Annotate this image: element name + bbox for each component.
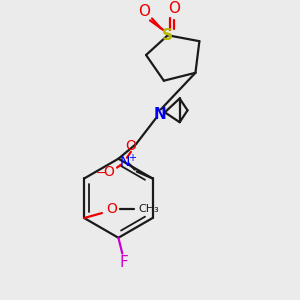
Text: F: F — [120, 255, 129, 270]
Text: +: + — [128, 153, 136, 163]
Text: O: O — [125, 139, 136, 153]
Text: O: O — [138, 4, 150, 19]
Text: S: S — [162, 28, 173, 43]
Text: O: O — [104, 165, 115, 178]
Text: O: O — [168, 1, 180, 16]
Text: N: N — [120, 155, 130, 169]
Text: N: N — [154, 107, 166, 122]
Text: O: O — [106, 202, 117, 216]
Text: CH₃: CH₃ — [138, 204, 159, 214]
Text: −: − — [96, 167, 106, 180]
